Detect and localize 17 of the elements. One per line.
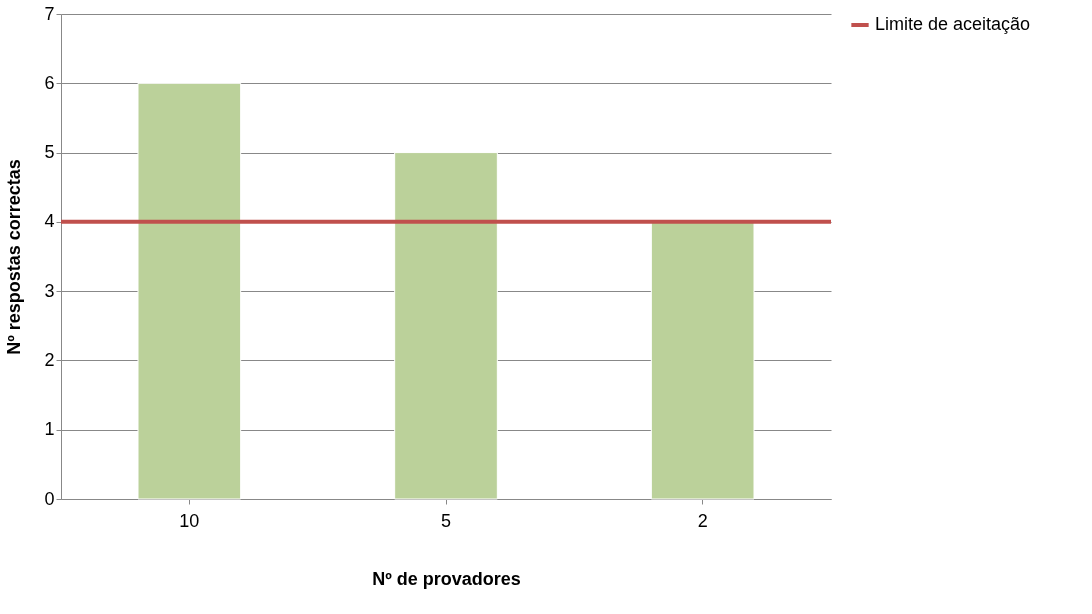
y-tick-label: 2	[44, 349, 55, 370]
legend-label: Limite de aceitação	[875, 14, 1031, 34]
y-tick-label: 6	[44, 72, 55, 93]
x-axis-title: Nº de provadores	[372, 568, 521, 589]
y-tick-label: 1	[44, 419, 55, 440]
x-tick-label: 2	[697, 510, 708, 531]
y-tick-label: 4	[44, 211, 55, 232]
y-tick-label: 5	[44, 142, 55, 163]
x-tick-label: 10	[179, 510, 200, 531]
y-tick-label: 7	[44, 3, 55, 24]
bar	[650, 221, 755, 500]
y-tick-label: 0	[44, 488, 55, 509]
y-axis-title: Nº respostas correctas	[4, 159, 25, 355]
y-tick-label: 3	[44, 280, 55, 301]
bar	[137, 82, 242, 500]
bar	[394, 152, 498, 500]
x-tick-label: 5	[440, 510, 452, 531]
